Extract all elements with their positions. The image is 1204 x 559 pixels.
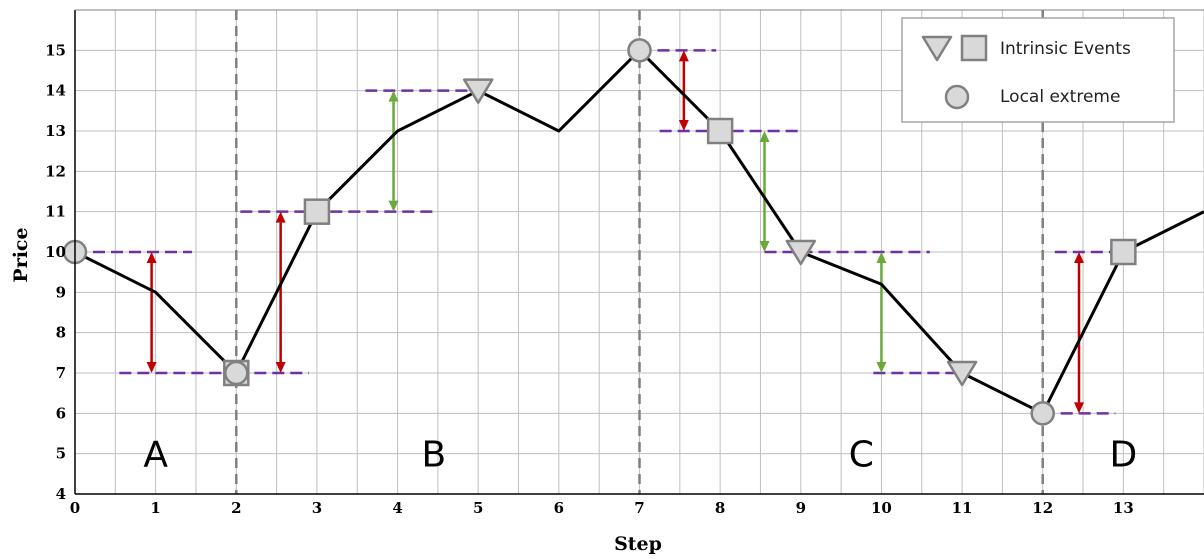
legend-circle-marker xyxy=(944,84,970,110)
x-tick-label: 13 xyxy=(1113,499,1134,517)
arrow-head-bottom xyxy=(1074,402,1085,414)
y-tick-label: 4 xyxy=(56,485,66,503)
arrow-head-bottom xyxy=(759,241,770,252)
x-tick-label: 4 xyxy=(392,499,402,517)
x-tick-label: 2 xyxy=(231,499,241,517)
arrow-head-top xyxy=(876,252,887,263)
y-tick-label: 5 xyxy=(56,445,66,463)
y-tick-label: 8 xyxy=(56,324,66,342)
x-tick-label: 0 xyxy=(70,499,80,517)
arrow-head-bottom xyxy=(876,362,887,373)
intrinsic-event-square-marker xyxy=(706,117,734,145)
y-tick-label: 13 xyxy=(45,122,66,140)
y-tick-label: 6 xyxy=(56,404,66,422)
region-label: D xyxy=(1109,435,1137,476)
intrinsic-event-square-marker xyxy=(1110,238,1137,266)
legend-triangle-marker xyxy=(921,35,953,62)
y-tick-label: 10 xyxy=(45,243,66,261)
x-tick-label: 1 xyxy=(150,499,160,517)
arrow-head-bottom xyxy=(146,362,157,373)
x-tick-label: 10 xyxy=(871,499,892,517)
intrinsic-event-triangle-marker xyxy=(785,239,817,266)
threshold-lines xyxy=(75,49,1124,415)
y-tick-label: 12 xyxy=(45,162,66,180)
region-labels: A B C D xyxy=(143,435,1137,476)
region-label: A xyxy=(143,435,168,476)
legend-label: Intrinsic Events xyxy=(1000,39,1131,59)
legend: Intrinsic Events Local extreme xyxy=(901,17,1175,123)
arrow-head-bottom xyxy=(678,120,689,131)
x-axis-title: Step xyxy=(614,533,662,555)
y-tick-label: 11 xyxy=(45,203,66,221)
arrow-head-top xyxy=(678,50,689,62)
arrows xyxy=(146,50,1085,414)
legend-label: Local extreme xyxy=(1000,87,1120,107)
arrow-head-bottom xyxy=(388,200,399,212)
local-extreme-circle-marker xyxy=(1030,401,1055,426)
arrow-head-top xyxy=(1074,252,1085,263)
x-tick-label: 12 xyxy=(1032,499,1053,517)
x-tick-label: 9 xyxy=(796,499,806,517)
x-tick-label: 5 xyxy=(473,499,483,517)
intrinsic-event-triangle-marker xyxy=(946,360,978,387)
region-label: C xyxy=(849,435,874,476)
intrinsic-event-triangle-marker xyxy=(462,78,494,104)
x-tick-label: 11 xyxy=(952,499,973,517)
y-tick-label: 9 xyxy=(56,283,66,301)
region-label: B xyxy=(422,435,447,476)
y-axis-title: Price xyxy=(10,227,32,282)
y-tick-label: 7 xyxy=(56,364,66,382)
legend-box xyxy=(901,17,1175,123)
local-extreme-circle-marker xyxy=(224,360,249,386)
x-tick-label: 3 xyxy=(312,499,322,517)
local-extreme-circle-marker xyxy=(627,38,652,63)
x-tick-label: 8 xyxy=(715,499,725,517)
arrow-head-top xyxy=(275,211,286,223)
arrow-head-bottom xyxy=(275,362,286,373)
legend-square-marker xyxy=(960,34,988,62)
y-tick-label: 15 xyxy=(45,41,66,59)
y-tick-label: 14 xyxy=(45,82,66,100)
arrow-head-top xyxy=(759,131,770,142)
x-tick-label: 7 xyxy=(634,499,644,517)
x-tick-label: 6 xyxy=(554,499,564,517)
arrow-head-top xyxy=(388,90,399,102)
arrow-head-top xyxy=(146,252,157,263)
intrinsic-event-square-marker xyxy=(303,198,331,225)
